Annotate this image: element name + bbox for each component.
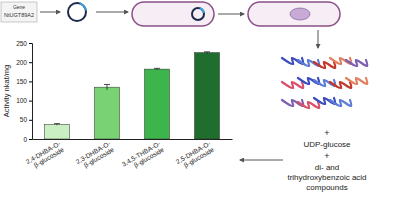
y-tick-label: 50 [20, 116, 28, 123]
arrow [96, 12, 128, 13]
plasmid-ring [192, 8, 204, 20]
substrate: di- and [315, 163, 339, 172]
y-tick-label: 0 [23, 136, 27, 143]
bar [145, 69, 170, 139]
plasmid [68, 2, 87, 21]
gene-label: Gene [13, 4, 25, 10]
x-axis [33, 139, 233, 141]
protein-ribbon [282, 82, 303, 88]
cell [248, 2, 340, 26]
bar [95, 87, 120, 139]
plasmid-insert [79, 2, 86, 10]
gene-name: NtUGT89A2 [4, 12, 34, 18]
y-tick: 0 [23, 136, 32, 143]
plus: + [324, 151, 329, 161]
y-tick-mark [29, 139, 32, 140]
y-tick-label: 250 [16, 40, 27, 47]
y-tick: 200 [16, 59, 32, 66]
y-tick: 250 [16, 40, 32, 47]
diagram: Gene NtUGT89A2 + UDP-glucose + di- andtrihydr… [1, 2, 367, 192]
x-tick-label: 2,4-DHBA-O-β-glucoside [25, 140, 66, 173]
y-tick-label: 100 [16, 97, 27, 104]
plasmid [192, 7, 205, 20]
y-tick-mark [29, 62, 32, 63]
y-axis-line [29, 44, 33, 140]
protein-ribbon [346, 60, 367, 66]
plasmid-ring [68, 3, 86, 21]
error-stem [107, 84, 108, 89]
y-axis-title: Activity nkat/mg [2, 65, 11, 118]
error-bar [54, 124, 60, 126]
protein-blob [290, 8, 310, 20]
substrate: compounds [306, 183, 347, 192]
arrow [240, 160, 283, 161]
protein-ribbon [346, 78, 367, 84]
y-tick-mark [29, 120, 32, 121]
y-tick-mark [29, 101, 32, 102]
protein-ribbon [330, 82, 351, 88]
protein-ribbon [298, 102, 319, 108]
substrate: UDP-glucose [303, 140, 351, 149]
protein-ribbon [330, 100, 351, 106]
y-tick: 50 [20, 116, 32, 123]
protein-structure [282, 58, 367, 108]
x-axis-line [33, 139, 233, 140]
y-tick: 150 [16, 78, 32, 85]
error-bar [154, 68, 160, 70]
y-tick-label: 150 [16, 78, 27, 85]
x-tick-label: 2,5-DHBA-O-β-glucoside [175, 140, 216, 173]
y-tick-label: 200 [16, 59, 27, 66]
arrow [218, 14, 244, 15]
arrow [40, 12, 60, 13]
error-bar [104, 84, 110, 89]
error-cap [154, 68, 160, 69]
cell [132, 2, 214, 26]
bar [45, 124, 70, 139]
error-cap [104, 84, 110, 85]
y-tick-mark [29, 43, 32, 44]
arrow [318, 30, 319, 48]
x-tick-label: 2,3-DHBA-O-β-glucoside [75, 140, 116, 173]
x-tick-label: 3,4,5-THBA-O-β-glucoside [120, 140, 165, 175]
protein-ribbon [314, 62, 335, 68]
substrate: trihydroxybenzoic acid [287, 173, 366, 182]
error-cap [204, 51, 210, 52]
plus: + [324, 128, 329, 138]
y-tick: 100 [16, 97, 32, 104]
error-bar [204, 52, 210, 54]
plot-area [45, 52, 220, 139]
plasmid-insert [199, 7, 204, 13]
bar [195, 53, 220, 139]
gene-box [1, 2, 37, 22]
y-tick-mark [29, 81, 32, 82]
error-cap [54, 123, 60, 124]
y-axis: 0 50 100 150 200 250 [16, 40, 32, 143]
